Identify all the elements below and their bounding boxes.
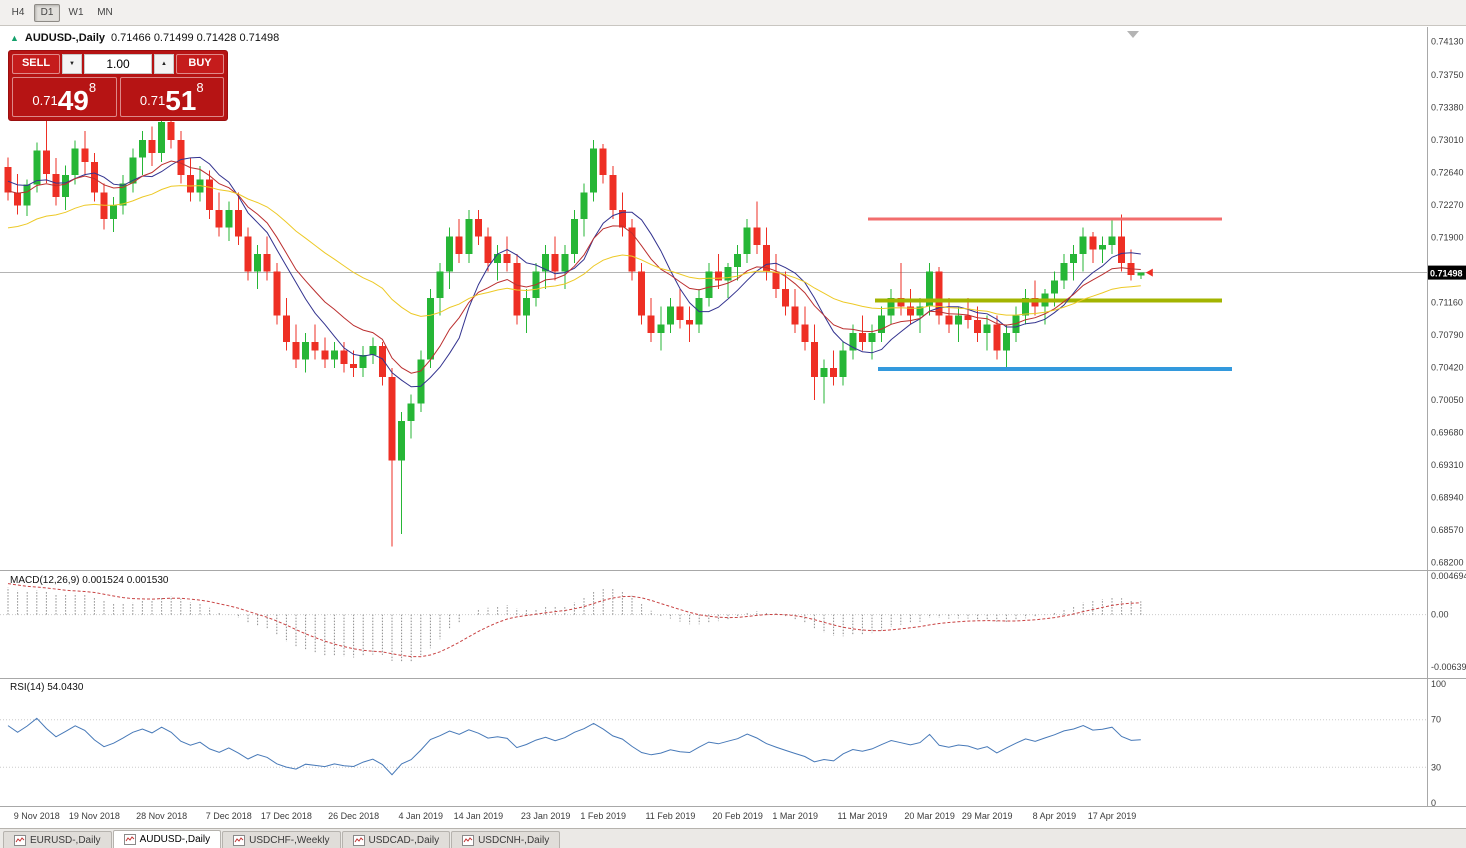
- svg-text:0.00: 0.00: [1431, 610, 1449, 620]
- chart-tab-label: AUDUSD-,Daily: [139, 834, 211, 845]
- svg-text:1 Mar 2019: 1 Mar 2019: [772, 811, 818, 821]
- svg-text:0.72640: 0.72640: [1431, 167, 1464, 177]
- current-price-tag: [1428, 265, 1466, 280]
- svg-text:4 Jan 2019: 4 Jan 2019: [399, 811, 444, 821]
- svg-text:0.71900: 0.71900: [1431, 232, 1464, 242]
- svg-text:0.70050: 0.70050: [1431, 395, 1464, 405]
- chart-tab-icon: [352, 834, 365, 846]
- trend-lines[interactable]: [868, 217, 1232, 371]
- svg-text:8 Apr 2019: 8 Apr 2019: [1033, 811, 1077, 821]
- ohlc-values: 0.71466 0.71499 0.71428 0.71498: [111, 32, 280, 44]
- svg-text:28 Nov 2018: 28 Nov 2018: [136, 811, 187, 821]
- chart-tab-label: USDCNH-,Daily: [478, 834, 550, 846]
- panel-separators: [0, 27, 1466, 807]
- timeframe-button-w1[interactable]: W1: [68, 6, 84, 18]
- last-price-arrow-icon: [1145, 268, 1153, 277]
- chart-tab-icon: [123, 834, 136, 845]
- svg-text:0: 0: [1431, 798, 1436, 808]
- one-click-trading-panel: SELL ▼ ▲ BUY 0.71 49 8 0.71 51 8: [8, 50, 228, 121]
- macd-indicator-label: MACD(12,26,9) 0.001524 0.001530: [10, 575, 169, 586]
- chart-tab-icon: [462, 834, 475, 846]
- svg-text:0.73380: 0.73380: [1431, 102, 1464, 112]
- svg-text:19 Nov 2018: 19 Nov 2018: [69, 811, 120, 821]
- sell-button[interactable]: SELL: [12, 54, 60, 74]
- chart-tab-label: USDCAD-,Daily: [368, 834, 440, 846]
- chart-tab-icon: [14, 834, 26, 846]
- chart-tab-audusd[interactable]: AUDUSD-,Daily: [112, 830, 222, 848]
- price-axis[interactable]: 0.74130 0.73750 0.73380 0.73010 0.72640 0.722…: [1428, 36, 1466, 567]
- svg-text:17 Dec 2018: 17 Dec 2018: [261, 811, 312, 821]
- svg-text:0.68940: 0.68940: [1431, 492, 1464, 502]
- svg-text:-0.00639: -0.00639: [1431, 662, 1466, 672]
- svg-text:17 Apr 2019: 17 Apr 2019: [1088, 811, 1137, 821]
- buy-price-display[interactable]: 0.71 51 8: [119, 77, 224, 117]
- chart-tab-label: USDCHF-,Weekly: [249, 834, 330, 846]
- symbol-label: AUDUSD-,Daily: [24, 32, 105, 44]
- sell-price-sup: 8: [88, 80, 97, 95]
- price-up-arrow-icon: ▲: [10, 33, 19, 43]
- svg-text:26 Dec 2018: 26 Dec 2018: [328, 811, 379, 821]
- svg-text:70: 70: [1431, 715, 1441, 725]
- rsi-indicator: 100 70 30 0: [0, 679, 1446, 808]
- rsi-indicator-label: RSI(14) 54.0430: [10, 682, 84, 693]
- svg-text:0.69680: 0.69680: [1431, 427, 1464, 437]
- volume-decrease-button[interactable]: ▼: [62, 54, 82, 74]
- chart-tab-eurusd[interactable]: EURUSD-,Daily: [3, 831, 112, 848]
- candlesticks: [4, 113, 1145, 547]
- date-axis[interactable]: 9 Nov 2018 19 Nov 2018 28 Nov 2018 7 Dec 20…: [14, 811, 1136, 821]
- sell-price-display[interactable]: 0.71 49 8: [12, 77, 117, 117]
- timeframe-toolbar: H4 D1 W1 MN: [0, 0, 1466, 26]
- svg-text:0.70420: 0.70420: [1431, 362, 1464, 372]
- svg-text:29 Mar 2019: 29 Mar 2019: [962, 811, 1013, 821]
- svg-text:9 Nov 2018: 9 Nov 2018: [14, 811, 60, 821]
- svg-text:0.74130: 0.74130: [1431, 36, 1464, 46]
- volume-input[interactable]: [84, 54, 152, 74]
- svg-text:100: 100: [1431, 679, 1446, 689]
- svg-text:14 Jan 2019: 14 Jan 2019: [454, 811, 504, 821]
- chart-tab-bar: EURUSD-,Daily AUDUSD-,Daily USDCHF-,Weekly…: [0, 828, 1466, 848]
- timeframe-button-h4[interactable]: H4: [11, 6, 25, 18]
- macd-indicator: 0.004694 0.00 -0.00639: [0, 571, 1466, 672]
- svg-text:20 Mar 2019: 20 Mar 2019: [904, 811, 955, 821]
- timeframe-button-d1[interactable]: D1: [34, 3, 60, 22]
- svg-text:0.72270: 0.72270: [1431, 200, 1464, 210]
- svg-text:20 Feb 2019: 20 Feb 2019: [712, 811, 763, 821]
- timeframe-button-mn[interactable]: MN: [97, 6, 113, 18]
- svg-text:11 Mar 2019: 11 Mar 2019: [837, 811, 887, 821]
- svg-text:0.68570: 0.68570: [1431, 525, 1464, 535]
- buy-price-big: 51: [165, 85, 197, 116]
- buy-button[interactable]: BUY: [176, 54, 224, 74]
- chart-tab-list: EURUSD-,Daily AUDUSD-,Daily USDCHF-,Weekly…: [3, 830, 561, 848]
- svg-text:0.71498: 0.71498: [1430, 269, 1463, 279]
- chart-tab-icon: [233, 834, 246, 846]
- svg-text:11 Feb 2019: 11 Feb 2019: [645, 811, 695, 821]
- svg-text:0.69310: 0.69310: [1431, 460, 1464, 470]
- sell-price-big: 49: [57, 85, 89, 116]
- svg-text:7 Dec 2018: 7 Dec 2018: [206, 811, 252, 821]
- chart-shift-marker-icon[interactable]: [1127, 31, 1139, 38]
- svg-text:0.73010: 0.73010: [1431, 135, 1464, 145]
- svg-text:0.70790: 0.70790: [1431, 330, 1464, 340]
- svg-text:0.71160: 0.71160: [1431, 297, 1463, 307]
- svg-text:23 Jan 2019: 23 Jan 2019: [521, 811, 571, 821]
- chart-title: ▲ AUDUSD-,Daily 0.71466 0.71499 0.71428 …: [10, 32, 279, 44]
- svg-text:30: 30: [1431, 762, 1441, 772]
- volume-increase-button[interactable]: ▲: [154, 54, 174, 74]
- chart-tab-label: EURUSD-,Daily: [30, 834, 101, 846]
- svg-text:0.73750: 0.73750: [1431, 70, 1464, 80]
- chart-tab-usdcnh[interactable]: USDCNH-,Daily: [451, 831, 561, 848]
- buy-price-sup: 8: [196, 80, 204, 95]
- svg-text:0.004694: 0.004694: [1431, 571, 1466, 581]
- chart-tab-usdchf[interactable]: USDCHF-,Weekly: [222, 831, 341, 848]
- buy-price-prefix: 0.71: [139, 93, 166, 108]
- svg-text:0.68200: 0.68200: [1431, 557, 1464, 567]
- chart-tab-usdcad[interactable]: USDCAD-,Daily: [341, 831, 451, 848]
- moving-averages: [7, 156, 1141, 388]
- svg-text:1 Feb 2019: 1 Feb 2019: [580, 811, 626, 821]
- sell-price-prefix: 0.71: [32, 93, 58, 108]
- timeframe-button-group: H4 D1 W1 MN: [5, 3, 118, 22]
